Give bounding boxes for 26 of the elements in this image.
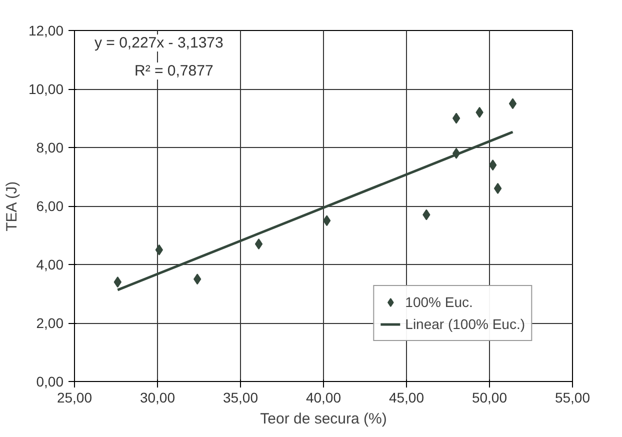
y-tick-label: 2,00 <box>36 315 64 331</box>
annotation: y = 0,227x - 3,1373 <box>94 34 224 52</box>
point <box>488 160 497 171</box>
legend-label: 100% Euc. <box>405 294 473 310</box>
y-tick-label: 6,00 <box>36 198 64 214</box>
x-tick-label: 55,00 <box>554 390 590 406</box>
point <box>452 112 460 124</box>
y-tick-label: 10,00 <box>28 81 64 97</box>
x-tick-label: 50,00 <box>472 390 508 406</box>
legend-label: Linear (100% Euc.) <box>405 316 525 332</box>
y-axis-title: TEA (J) <box>3 181 20 232</box>
point <box>322 215 331 226</box>
x-tick-label: 25,00 <box>56 390 92 406</box>
point <box>508 98 517 110</box>
point <box>254 238 263 250</box>
x-tick-label: 40,00 <box>306 390 342 406</box>
x-tick-label: 30,00 <box>140 390 176 406</box>
x-tick-label: 35,00 <box>222 390 258 406</box>
annotation: R² = 0,7877 <box>134 62 214 80</box>
point <box>494 182 502 194</box>
y-tick-label: 4,00 <box>36 256 64 272</box>
x-axis-title: Teor de secura (%) <box>260 410 387 428</box>
y-tick-label: 0,00 <box>36 374 64 390</box>
x-tick-label: 45,00 <box>388 390 424 406</box>
y-tick-label: 12,00 <box>28 22 64 38</box>
y-tick-label: 8,00 <box>36 140 64 156</box>
